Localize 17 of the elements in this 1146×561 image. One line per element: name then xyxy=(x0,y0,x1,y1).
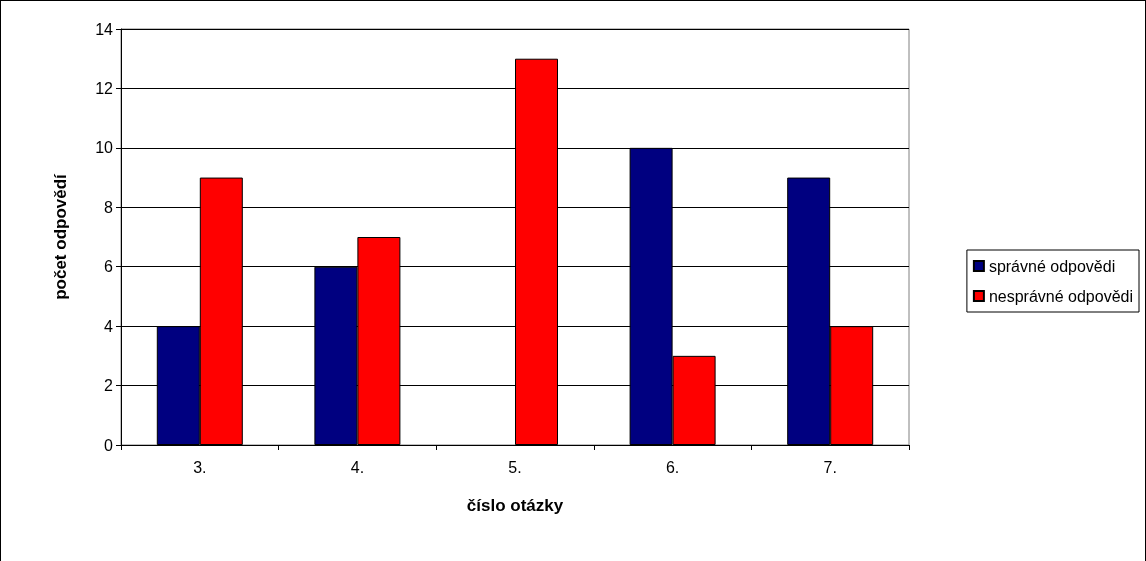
y-tick-label: 0 xyxy=(104,436,114,454)
legend-label: správné odpovědi xyxy=(988,257,1116,275)
x-tick-label: 4. xyxy=(350,458,365,476)
y-tick-label: 2 xyxy=(104,377,114,395)
x-tick-label: 6. xyxy=(665,458,680,476)
y-tick-label: 12 xyxy=(95,79,114,97)
y-tick-label: 6 xyxy=(104,258,114,276)
y-tick-label: 14 xyxy=(95,20,114,38)
y-axis-title: počet odpovědí xyxy=(51,172,70,300)
legend-label: nesprávné odpovědi xyxy=(988,287,1133,305)
y-tick-label: 10 xyxy=(95,139,114,157)
y-tick-label: 4 xyxy=(104,317,114,335)
y-tick-label: 8 xyxy=(104,198,114,216)
x-tick-label: 7. xyxy=(823,458,837,476)
x-tick-label: 3. xyxy=(193,458,207,476)
x-tick-label: 5. xyxy=(508,458,522,476)
x-axis-title: číslo otázky xyxy=(466,496,564,515)
